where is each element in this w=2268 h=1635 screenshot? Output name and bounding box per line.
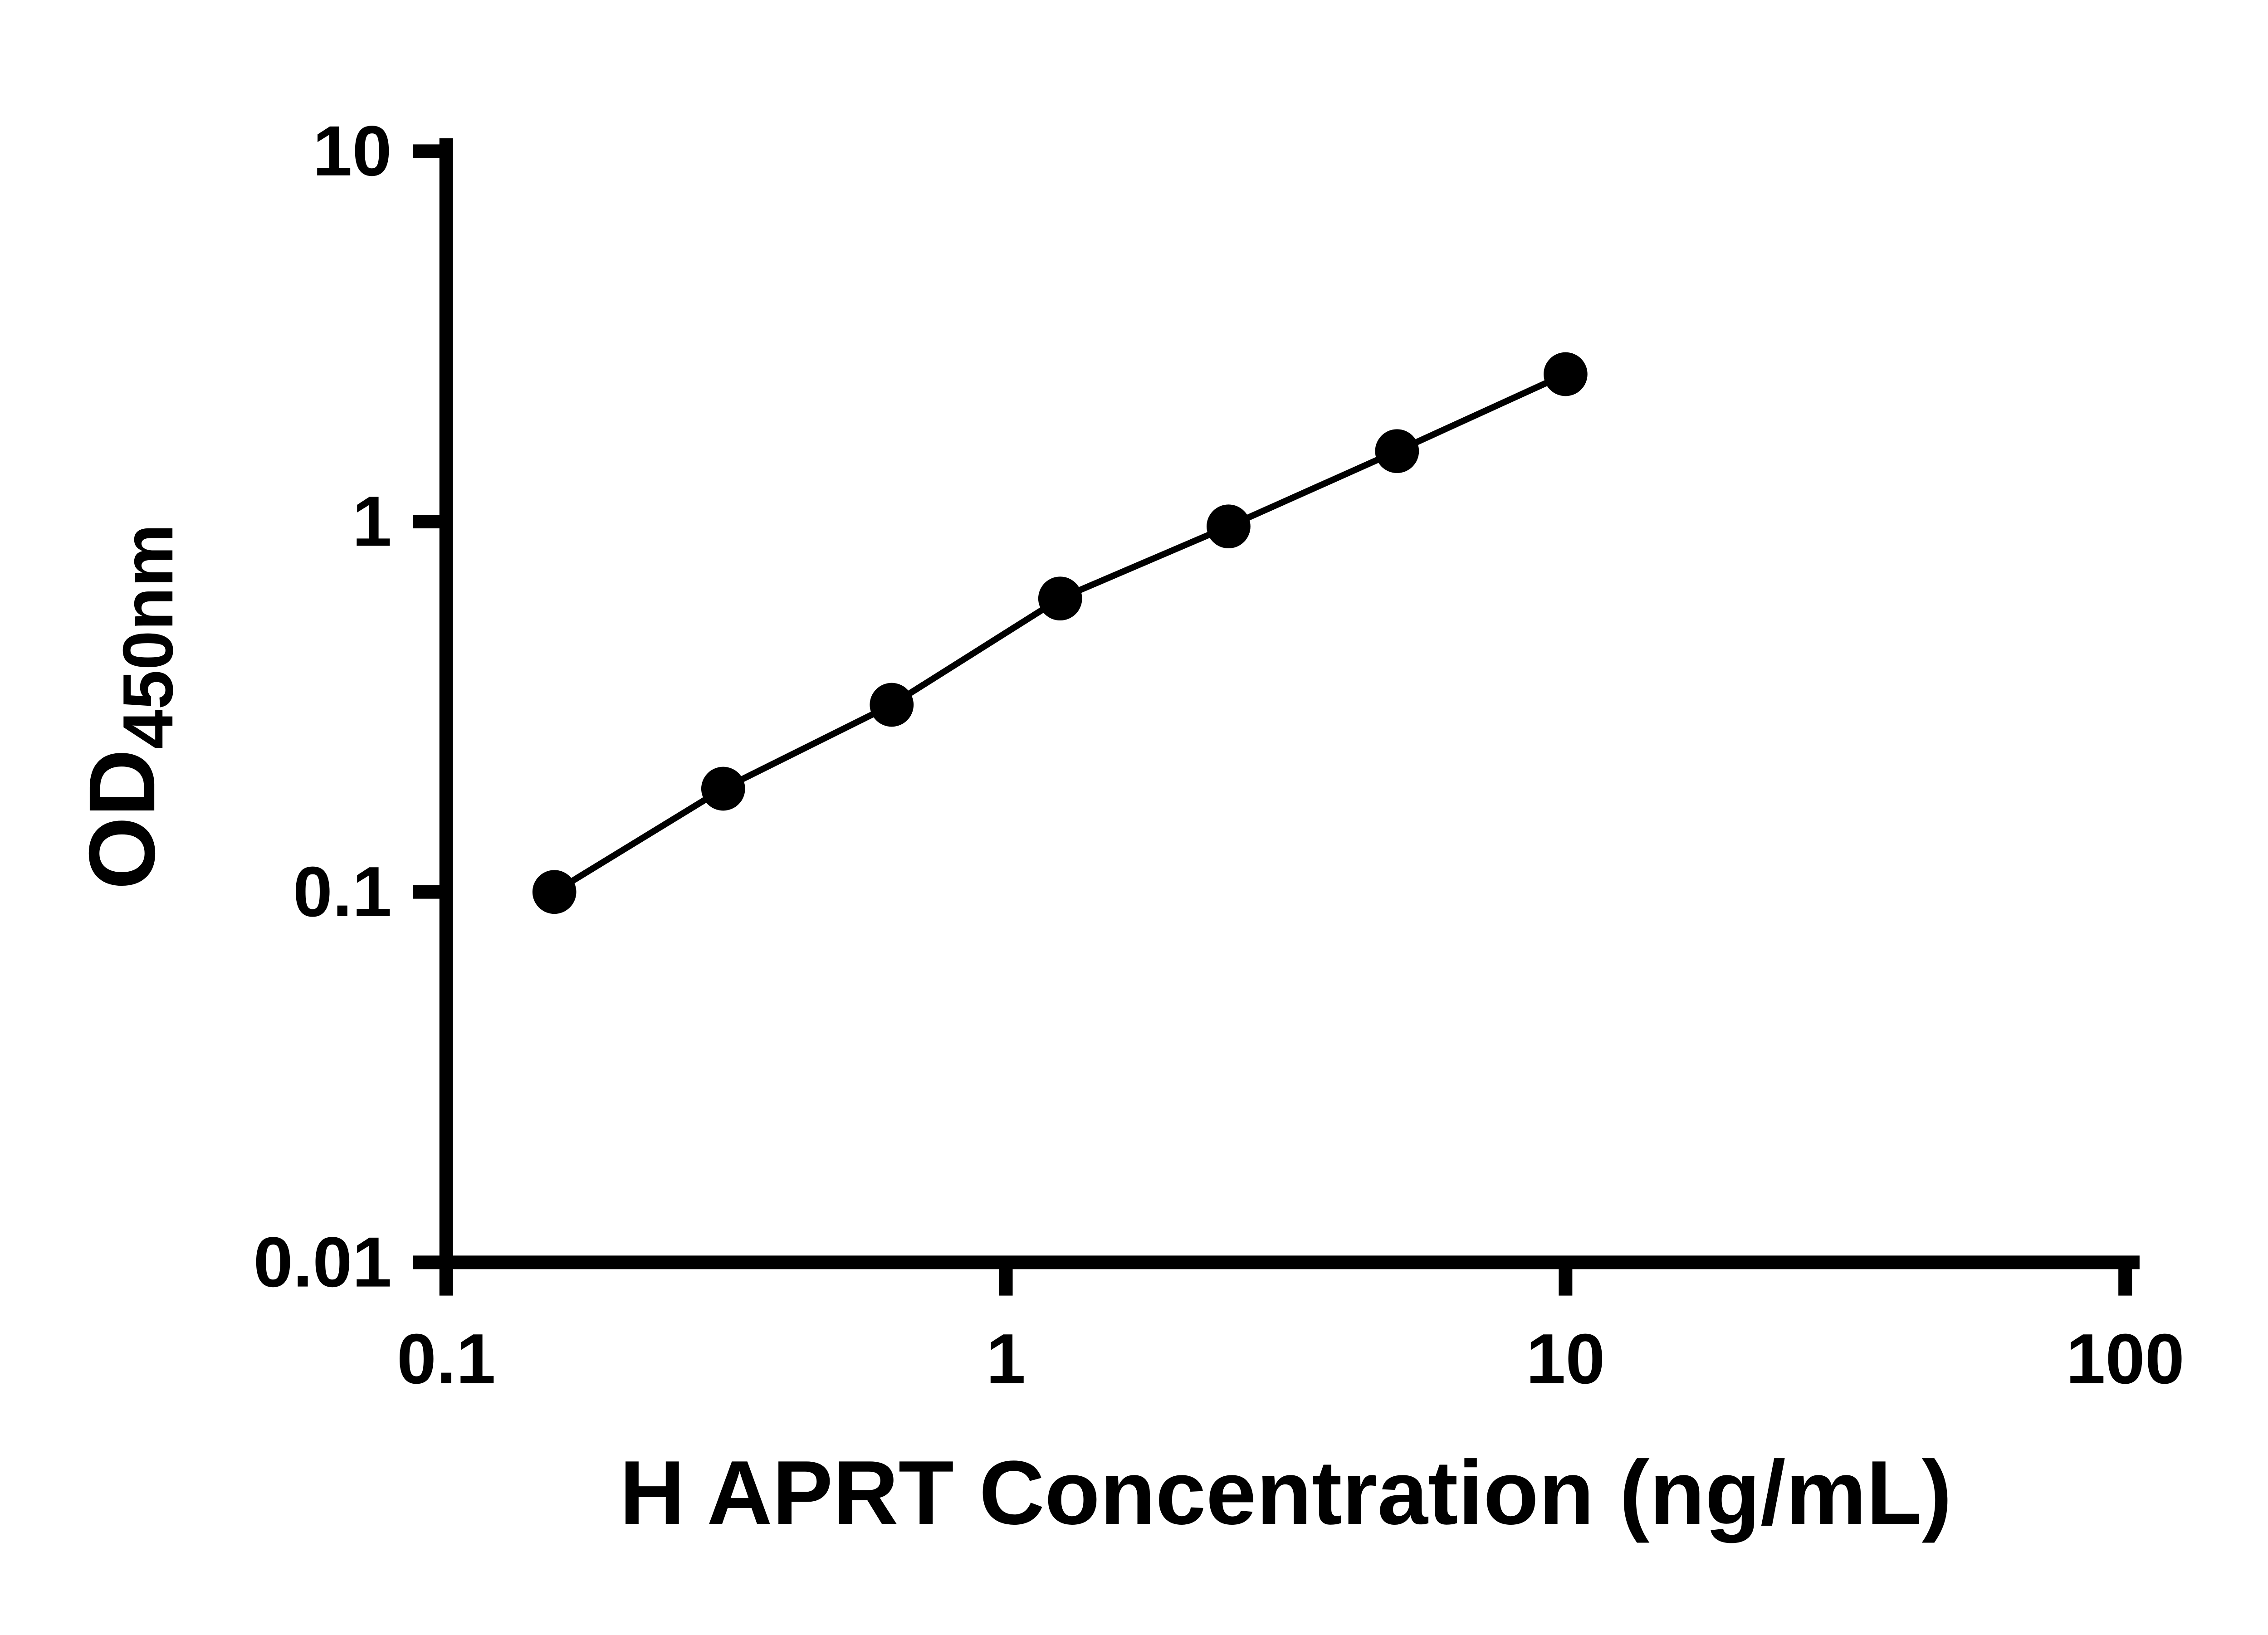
y-tick-label: 10 — [313, 112, 391, 191]
y-tick-label: 0.1 — [293, 852, 392, 932]
data-point — [870, 683, 914, 727]
y-tick-label: 0.01 — [254, 1223, 392, 1302]
data-point — [1375, 429, 1419, 473]
axes-frame — [439, 138, 2140, 1269]
y-tick-label: 1 — [352, 482, 391, 561]
y-axis-title: OD450nm — [69, 524, 188, 889]
data-point — [701, 766, 745, 811]
data-point — [532, 870, 577, 914]
x-axis-title: H APRT Concentration (ng/mL) — [620, 1442, 1952, 1543]
data-point — [1207, 504, 1251, 548]
x-tick-label: 100 — [2066, 1319, 2184, 1399]
x-tick-label: 1 — [986, 1319, 1026, 1399]
y-axis-title-subscript: 450nm — [108, 524, 188, 749]
data-point — [1543, 352, 1588, 396]
data-point — [1038, 576, 1082, 620]
x-tick-label: 0.1 — [397, 1319, 496, 1399]
x-tick-label: 10 — [1526, 1319, 1605, 1399]
